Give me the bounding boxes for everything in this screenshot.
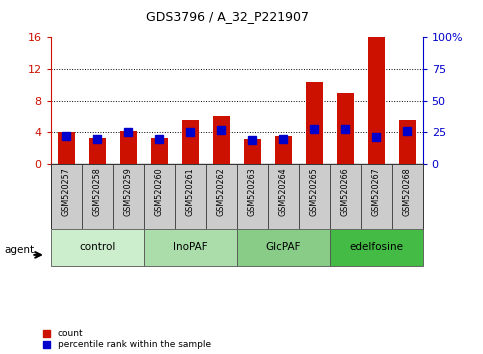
- Text: GSM520257: GSM520257: [62, 167, 71, 216]
- Text: GSM520261: GSM520261: [185, 167, 195, 216]
- Bar: [51, 229, 144, 266]
- Bar: [89, 138, 106, 164]
- Text: GSM520264: GSM520264: [279, 167, 288, 216]
- Text: GSM520268: GSM520268: [403, 167, 412, 216]
- Text: GDS3796 / A_32_P221907: GDS3796 / A_32_P221907: [145, 10, 309, 23]
- Bar: [306, 82, 323, 164]
- Bar: [398, 120, 416, 164]
- Text: GSM520262: GSM520262: [217, 167, 226, 216]
- Text: GSM520259: GSM520259: [124, 167, 133, 216]
- Text: agent: agent: [5, 245, 35, 255]
- Legend: count, percentile rank within the sample: count, percentile rank within the sample: [43, 329, 211, 349]
- Bar: [144, 229, 237, 266]
- Text: GSM520263: GSM520263: [248, 167, 256, 216]
- Text: InoPAF: InoPAF: [173, 242, 208, 252]
- Text: control: control: [79, 242, 115, 252]
- Bar: [337, 93, 354, 164]
- Bar: [57, 132, 75, 164]
- Text: GSM520267: GSM520267: [371, 167, 381, 216]
- Bar: [151, 138, 168, 164]
- Bar: [275, 136, 292, 164]
- Bar: [329, 229, 423, 266]
- Text: GSM520260: GSM520260: [155, 167, 164, 216]
- Bar: [243, 139, 261, 164]
- Bar: [368, 37, 384, 164]
- Text: GSM520265: GSM520265: [310, 167, 319, 216]
- Text: GlcPAF: GlcPAF: [266, 242, 301, 252]
- Bar: [120, 131, 137, 164]
- Bar: [213, 116, 230, 164]
- Text: GSM520266: GSM520266: [341, 167, 350, 216]
- Bar: [182, 120, 199, 164]
- Text: edelfosine: edelfosine: [349, 242, 403, 252]
- Bar: [237, 229, 330, 266]
- Text: GSM520258: GSM520258: [93, 167, 102, 216]
